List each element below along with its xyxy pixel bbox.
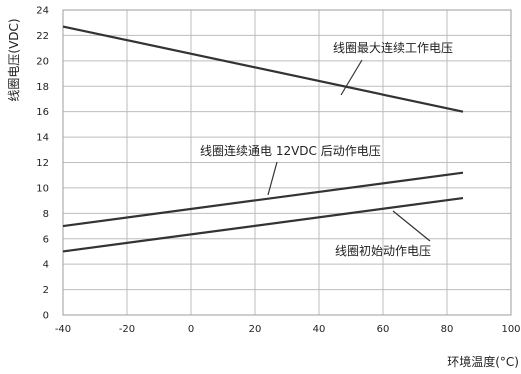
series-line-1	[63, 173, 463, 226]
series-lines	[63, 27, 463, 252]
x-tick-label: -40	[55, 324, 71, 335]
annotation-label-2: 线圈初始动作电压	[335, 244, 431, 258]
y-tick-label: 18	[36, 82, 49, 93]
x-tick-label: -20	[119, 324, 135, 335]
annotation-leader-1	[268, 162, 277, 195]
x-tick-label: 100	[501, 324, 520, 335]
y-tick-label: 14	[36, 133, 49, 144]
y-tick-label: 16	[36, 107, 49, 118]
x-tick-label: 0	[188, 324, 194, 335]
y-tick-label: 6	[43, 234, 49, 245]
series-line-0	[63, 27, 463, 112]
x-tick-label: 40	[313, 324, 326, 335]
y-tick-label: 8	[43, 209, 49, 220]
y-tick-label: 2	[43, 285, 49, 296]
annotation-label-1: 线圈连续通电 12VDC 后动作电压	[200, 143, 381, 158]
annotation-label-0: 线圈最大连续工作电压	[333, 40, 453, 55]
x-axis-title: 环境温度(°C)	[447, 354, 519, 369]
x-tick-label: 20	[249, 324, 262, 335]
x-tick-label: 60	[377, 324, 390, 335]
y-tick-label: 12	[36, 158, 49, 169]
y-tick-label: 0	[43, 311, 49, 322]
y-tick-label: 24	[36, 6, 49, 17]
y-tick-label: 10	[36, 183, 49, 194]
x-tick-label: 80	[441, 324, 454, 335]
annotation-leader-2	[393, 211, 430, 241]
y-tick-label: 22	[36, 31, 49, 42]
y-axis-title: 线圈电压(VDC)	[7, 18, 21, 101]
y-tick-label: 20	[36, 56, 49, 67]
y-tick-label: 4	[43, 260, 49, 271]
grid	[63, 10, 511, 315]
